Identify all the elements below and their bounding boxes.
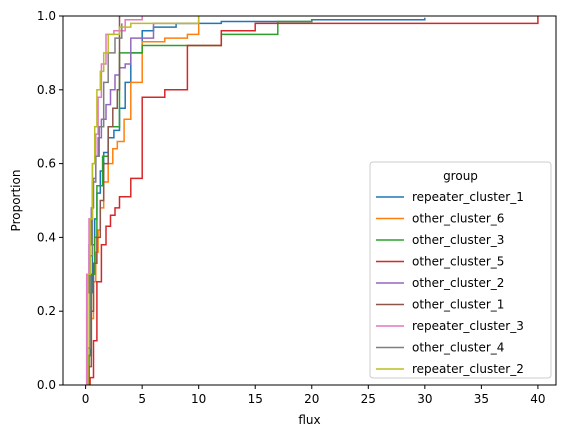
legend-items: repeater_cluster_1 other_cluster_6 other_c… [376,190,524,376]
series-line-other_cluster_1 [88,16,121,385]
x-tick-label: 5 [138,392,146,406]
x-tick-label: 35 [474,392,489,406]
y-tick-label: 0.2 [37,304,56,318]
legend-item-other_cluster_3: other_cluster_3 [376,233,504,247]
y-tick-label: 0.0 [37,378,56,392]
x-tick-label: 25 [361,392,376,406]
axes-frame [62,15,557,386]
legend-label: other_cluster_3 [412,233,504,247]
legend-label: repeater_cluster_2 [412,362,524,376]
series-line-other_cluster_2 [85,16,200,385]
series-line-other_cluster_6 [88,19,200,385]
legend-label: repeater_cluster_1 [412,190,524,204]
legend-item-other_cluster_5: other_cluster_5 [376,255,504,269]
x-tick-label: 40 [530,392,545,406]
legend-item-other_cluster_2: other_cluster_2 [376,276,504,290]
legend-label: other_cluster_2 [412,276,504,290]
y-tick-label: 0.8 [37,83,56,97]
legend-item-repeater_cluster_1: repeater_cluster_1 [376,190,524,204]
series-line-repeater_cluster_3 [85,16,143,385]
legend-label: other_cluster_1 [412,298,504,312]
y-tick-label: 1.0 [37,9,56,23]
legend: group repeater_cluster_1 other_cluster_6o… [369,161,552,379]
series-line-other_cluster_3 [88,19,313,385]
legend-item-other_cluster_6: other_cluster_6 [376,212,504,226]
legend-title: group [443,169,478,183]
y-axis-ticks: 0.0 0.2 0.4 0.6 0.8 1.0 [37,9,63,392]
x-tick-label: 20 [304,392,319,406]
x-tick-label: 15 [248,392,263,406]
x-tick-label: 30 [417,392,432,406]
legend-box [369,161,552,379]
legend-label: other_cluster_5 [412,255,504,269]
legend-label: other_cluster_4 [412,341,504,355]
series-layer [85,16,539,385]
legend-label: other_cluster_6 [412,212,504,226]
legend-item-other_cluster_4: other_cluster_4 [376,341,504,355]
x-axis-label: flux [298,413,320,427]
legend-item-repeater_cluster_2: repeater_cluster_2 [376,362,524,376]
y-axis-label: Proportion [9,170,23,232]
y-tick-label: 0.4 [37,230,56,244]
series-line-repeater_cluster_2 [87,16,200,385]
legend-label: repeater_cluster_3 [412,319,524,333]
legend-item-repeater_cluster_3: repeater_cluster_3 [376,319,524,333]
x-tick-label: 10 [191,392,206,406]
legend-item-other_cluster_1: other_cluster_1 [376,298,504,312]
x-axis-ticks: 0 5 10 15 20 25 30 35 40 [82,385,546,406]
y-tick-label: 0.6 [37,157,56,171]
x-tick-label: 0 [82,392,90,406]
series-line-other_cluster_5 [89,16,539,385]
